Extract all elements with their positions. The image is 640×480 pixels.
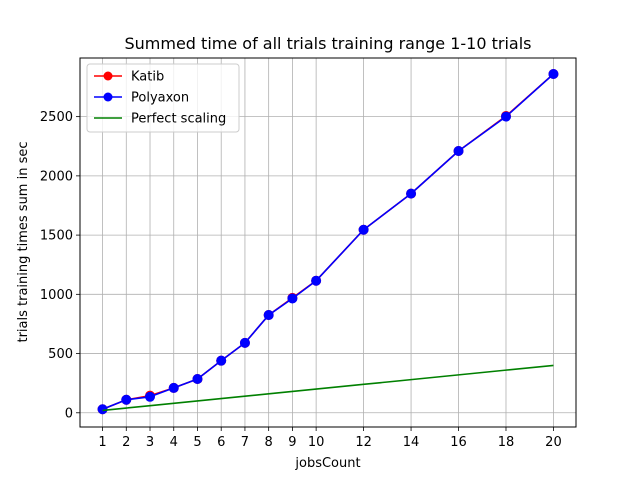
plot-frame: [79, 57, 577, 428]
y-tick-label: 2000: [40, 169, 73, 184]
y-tick-label: 500: [48, 347, 73, 362]
legend-entry: Katib: [94, 70, 164, 85]
y-tick-label: 1500: [40, 229, 73, 244]
series-line: [102, 364, 554, 412]
x-tick-label: 12: [355, 435, 372, 450]
x-tick-label: 7: [241, 435, 249, 450]
legend-marker: [103, 92, 113, 102]
x-tick-label: 8: [265, 435, 273, 450]
legend-marker: [103, 71, 113, 81]
data-point: [168, 382, 179, 393]
x-tick-label: 4: [170, 435, 178, 450]
x-tick-label: 14: [403, 435, 420, 450]
legend-entry: Perfect scaling: [94, 112, 226, 127]
data-point: [216, 355, 227, 366]
legend-label: Katib: [131, 70, 164, 85]
chart-title: Summed time of all trials training range…: [124, 34, 531, 53]
legend-label: Perfect scaling: [131, 112, 226, 127]
x-tick-label: 16: [450, 435, 467, 450]
x-tick-label: 20: [545, 435, 562, 450]
x-tick-label: 5: [193, 435, 201, 450]
x-tick-label: 2: [122, 435, 130, 450]
data-point: [453, 145, 464, 156]
x-tick-label: 1: [98, 435, 106, 450]
data-point: [145, 391, 156, 402]
legend-entry: Polyaxon: [94, 91, 189, 106]
x-axis-title: jobsCount: [294, 456, 360, 471]
data-point: [406, 188, 417, 199]
series-perfect-scaling: [102, 364, 554, 412]
legend-box: [86, 63, 240, 133]
data-point: [287, 293, 298, 304]
plot-series: [97, 68, 559, 415]
data-point: [311, 275, 322, 286]
data-point: [548, 68, 559, 79]
x-tick-label: 10: [308, 435, 325, 450]
data-point: [192, 374, 203, 385]
data-point: [500, 111, 511, 122]
data-point: [263, 310, 274, 321]
x-tick-label: 9: [288, 435, 296, 450]
x-tick-label: 18: [498, 435, 515, 450]
legend-label: Polyaxon: [131, 91, 189, 106]
y-axis-title: trials training times sum in sec: [16, 141, 31, 342]
data-point: [358, 224, 369, 235]
data-point: [97, 404, 108, 415]
x-tick-label: 3: [146, 435, 154, 450]
data-point: [239, 337, 250, 348]
data-point: [121, 394, 132, 405]
x-tick-label: 6: [217, 435, 225, 450]
y-tick-label: 2500: [40, 110, 73, 125]
series-polyaxon: [97, 68, 559, 415]
legend: Katib Polyaxon Perfect scaling: [86, 63, 240, 133]
axis-ticks: 1 2 3 4 5 6 7 8 9 10 12 14 16 18 200500100015002000250…: [40, 110, 562, 450]
y-tick-label: 1000: [40, 288, 73, 303]
y-tick-label: 0: [65, 406, 73, 421]
